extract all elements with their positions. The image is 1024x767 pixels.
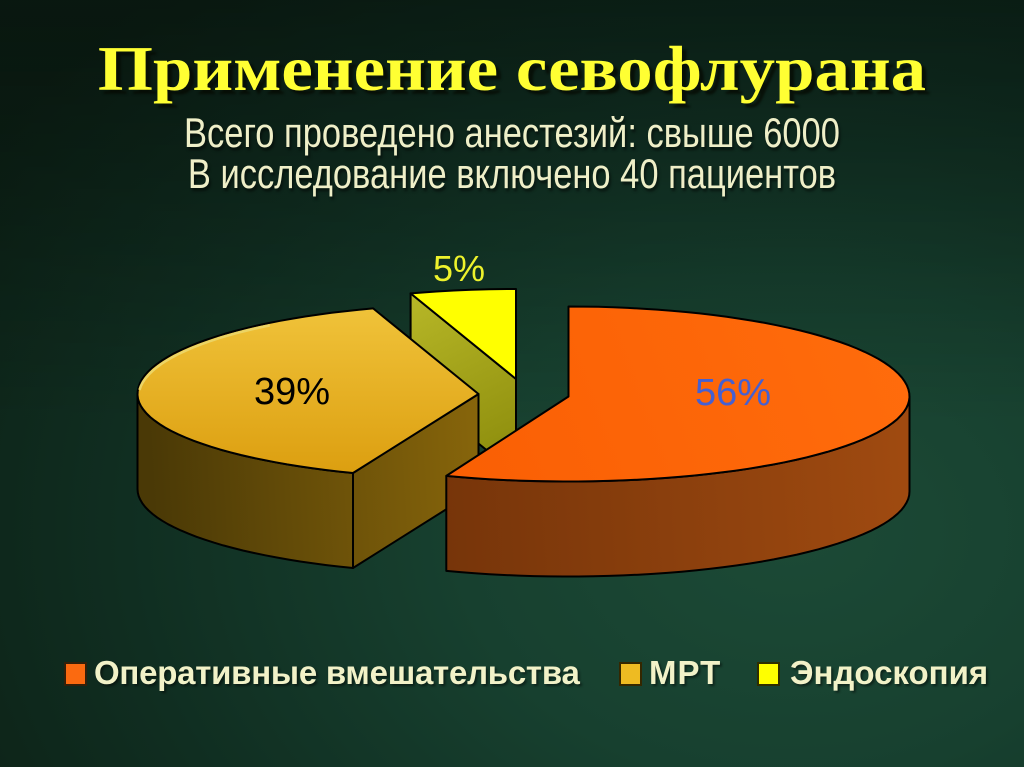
svg-text:5%: 5% [433, 248, 485, 289]
svg-text:39%: 39% [254, 371, 330, 413]
svg-text:56%: 56% [695, 372, 771, 414]
